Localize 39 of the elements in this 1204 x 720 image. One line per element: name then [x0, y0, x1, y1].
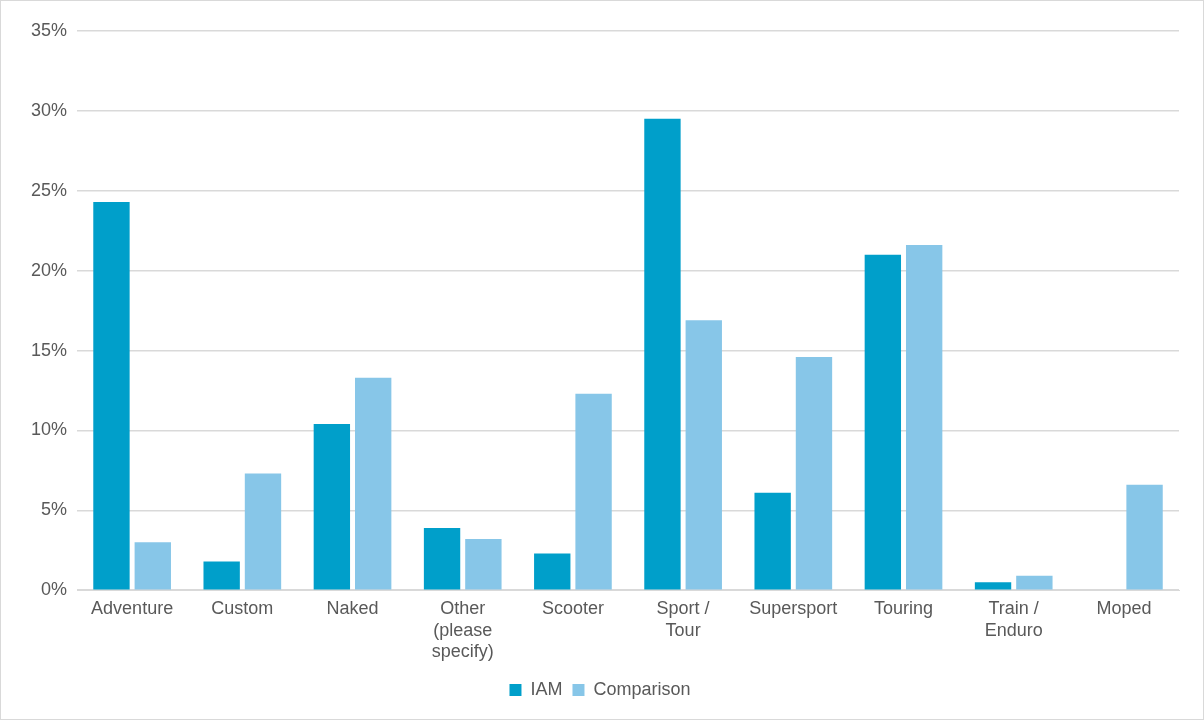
bar [905, 245, 943, 590]
bar [244, 473, 282, 590]
bar [1016, 575, 1053, 590]
bar [795, 356, 833, 590]
y-tick-label: 0% [41, 579, 68, 600]
bar [423, 527, 461, 590]
y-tick-label: 5% [41, 499, 68, 520]
bar [534, 553, 571, 590]
bar [575, 393, 612, 590]
legend-label: Comparison [593, 678, 691, 699]
bar [644, 118, 681, 590]
x-tick-label: Other (please specify) [431, 597, 494, 662]
x-tick-label: Sport / Tour [656, 597, 710, 640]
bar [355, 377, 392, 590]
x-tick-label: Supersport [749, 597, 838, 618]
bar [93, 201, 130, 590]
bar [685, 320, 722, 590]
x-tick-label: Moped [1096, 597, 1152, 618]
y-tick-label: 30% [31, 99, 68, 120]
bar [864, 254, 902, 590]
legend-label: IAM [530, 678, 563, 699]
y-tick-label: 20% [31, 259, 68, 280]
bar [1126, 484, 1163, 590]
bar [465, 539, 502, 590]
x-tick-label: Custom [211, 597, 274, 618]
y-tick-label: 35% [31, 19, 68, 40]
x-tick-label: Scooter [541, 597, 604, 618]
x-tick-label: Naked [326, 597, 379, 618]
y-tick-label: 15% [31, 339, 68, 360]
x-tick-label: Train / Enduro [984, 597, 1043, 640]
bar [754, 492, 791, 590]
y-tick-label: 25% [31, 179, 68, 200]
bar [974, 582, 1012, 590]
bar [203, 561, 240, 590]
y-tick-label: 10% [31, 419, 68, 440]
x-tick-label: Adventure [91, 597, 174, 618]
bar [134, 542, 171, 590]
x-tick-label: Touring [873, 597, 934, 618]
bar [313, 424, 351, 590]
